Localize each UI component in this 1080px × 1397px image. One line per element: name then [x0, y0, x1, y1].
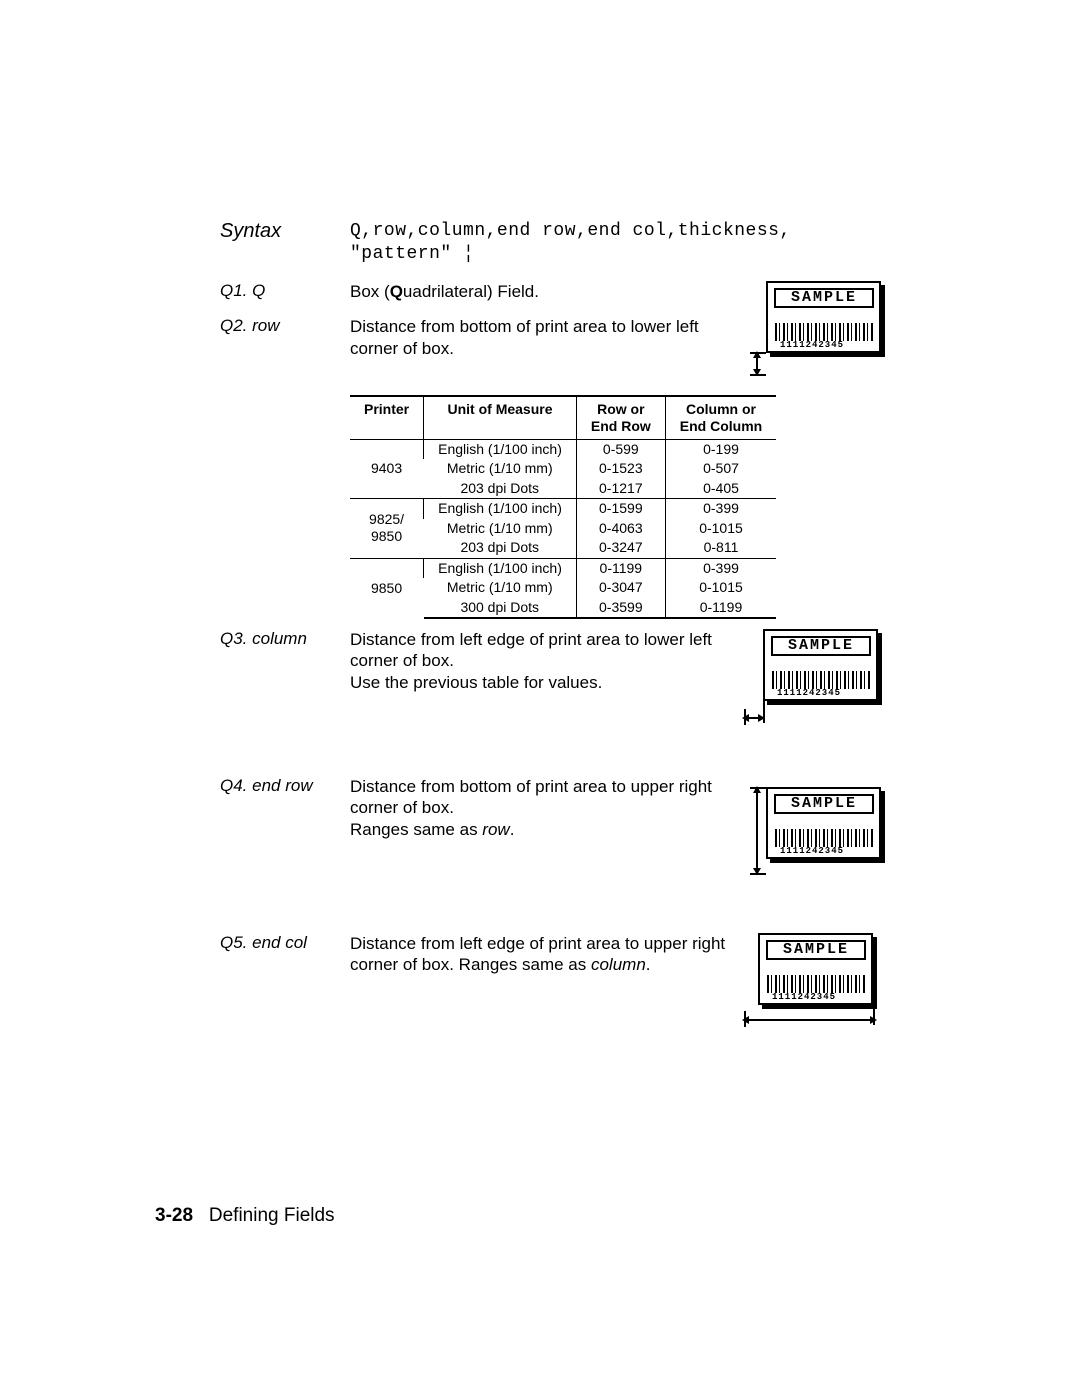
dim-line: [756, 787, 758, 873]
dim-origin: [744, 1011, 746, 1027]
table-cell: Metric (1/10 mm): [424, 459, 577, 479]
table-cell: 0-507: [665, 459, 776, 479]
sample-text: SAMPLE: [774, 288, 874, 308]
q1-q2-block: Q1. Q Box (Quadrilateral) Field. Q2. row…: [220, 281, 890, 381]
q3-line2: Use the previous table for values.: [350, 672, 730, 693]
table-cell: Metric (1/10 mm): [424, 578, 577, 598]
q1-post: uadrilateral) Field.: [403, 282, 539, 301]
footer-title: Defining Fields: [209, 1205, 335, 1226]
barcode-number: 1111242345: [780, 340, 844, 350]
barcode-icon: [772, 671, 872, 689]
q1-desc: Box (Quadrilateral) Field.: [350, 281, 730, 302]
table-header: Column orEnd Column: [665, 396, 776, 439]
table-cell: 0-399: [665, 499, 776, 519]
page-number: 3-28: [155, 1205, 193, 1226]
arrow-up-icon: [753, 786, 761, 793]
table-cell: 0-1015: [665, 519, 776, 539]
q3-label: Q3. column: [220, 629, 350, 649]
dim-baseline: [750, 873, 766, 875]
arrow-right-icon: [758, 714, 765, 722]
q4-label: Q4. end row: [220, 776, 350, 796]
table-cell: 0-811: [665, 538, 776, 558]
barcode-number: 1111242345: [780, 846, 844, 856]
sample-text: SAMPLE: [774, 794, 874, 814]
q4-line1: Distance from bottom of print area to up…: [350, 776, 730, 819]
table-cell: 0-199: [665, 439, 776, 459]
q2-desc: Distance from bottom of print area to lo…: [350, 316, 730, 359]
table-header: Unit of Measure: [424, 396, 577, 439]
diagram-q2: SAMPLE 1111242345: [750, 281, 890, 381]
arrow-right-icon: [870, 1016, 877, 1024]
table-cell: 0-1599: [576, 499, 665, 519]
q3-block: Q3. column Distance from left edge of pr…: [220, 629, 890, 742]
q1-bold: Q: [390, 282, 403, 301]
table-cell: 0-1015: [665, 578, 776, 598]
q5-desc: Distance from left edge of print area to…: [350, 933, 730, 976]
table-cell: 0-4063: [576, 519, 665, 539]
table-row: 9850English (1/100 inch)0-11990-399: [350, 558, 776, 578]
table-cell: 0-405: [665, 479, 776, 499]
barcode-icon: [775, 829, 875, 847]
q5-block: Q5. end col Distance from left edge of p…: [220, 933, 890, 1038]
q5-line1: Distance from left edge of print area to…: [350, 934, 725, 974]
page-footer: 3-28 Defining Fields: [155, 1205, 335, 1227]
printer-cell: 9850: [350, 558, 424, 618]
table-cell: 203 dpi Dots: [424, 479, 577, 499]
syntax-label: Syntax: [220, 220, 350, 243]
q4-desc: Distance from bottom of print area to up…: [350, 776, 730, 840]
printer-cell: 9825/9850: [350, 499, 424, 559]
table-cell: English (1/100 inch): [424, 499, 577, 519]
table-cell: Metric (1/10 mm): [424, 519, 577, 539]
table-cell: 0-1523: [576, 459, 665, 479]
table-row: 9825/9850English (1/100 inch)0-15990-399: [350, 499, 776, 519]
q3-desc: Distance from left edge of print area to…: [350, 629, 730, 693]
table-cell: 0-1199: [576, 558, 665, 578]
table-row: 9403English (1/100 inch)0-5990-199: [350, 439, 776, 459]
table-cell: 0-1199: [665, 598, 776, 619]
dim-baseline: [750, 374, 766, 376]
table-cell: 0-599: [576, 439, 665, 459]
table-header: Printer: [350, 396, 424, 439]
table-cell: 203 dpi Dots: [424, 538, 577, 558]
barcode-icon: [775, 323, 875, 341]
diagram-q3: SAMPLE 1111242345: [750, 629, 890, 742]
table-cell: 0-3599: [576, 598, 665, 619]
q2-label: Q2. row: [220, 316, 350, 336]
table-cell: 300 dpi Dots: [424, 598, 577, 619]
q1-pre: Box (: [350, 282, 390, 301]
q3-line1: Distance from left edge of print area to…: [350, 629, 730, 672]
syntax-line1: Q,row,column,end row,end col,thickness,: [350, 220, 890, 243]
diagram-q4: SAMPLE 1111242345: [750, 776, 890, 881]
arrow-up-icon: [753, 351, 761, 358]
q1-label: Q1. Q: [220, 281, 350, 301]
q4-block: Q4. end row Distance from bottom of prin…: [220, 776, 890, 881]
barcode-number: 1111242345: [772, 992, 836, 1002]
syntax-line2: "pattern" ¦: [350, 243, 890, 266]
table-header: Row orEnd Row: [576, 396, 665, 439]
printer-cell: 9403: [350, 439, 424, 499]
table-cell: 0-3047: [576, 578, 665, 598]
barcode-number: 1111242345: [777, 688, 841, 698]
sample-text: SAMPLE: [771, 636, 871, 656]
table-cell: English (1/100 inch): [424, 558, 577, 578]
barcode-icon: [767, 975, 867, 993]
table-cell: 0-1217: [576, 479, 665, 499]
q4-line2: Ranges same as row.: [350, 819, 730, 840]
table-cell: 0-3247: [576, 538, 665, 558]
sample-text: SAMPLE: [766, 940, 866, 960]
table-cell: English (1/100 inch): [424, 439, 577, 459]
syntax-code: Q,row,column,end row,end col,thickness, …: [350, 220, 890, 265]
syntax-row: Syntax Q,row,column,end row,end col,thic…: [220, 220, 890, 265]
ranges-table: PrinterUnit of MeasureRow orEnd RowColum…: [350, 395, 776, 619]
diagram-q5: SAMPLE 1111242345: [750, 933, 890, 1038]
dim-line: [744, 1019, 875, 1021]
dim-origin: [744, 709, 746, 725]
q5-label: Q5. end col: [220, 933, 350, 953]
table-cell: 0-399: [665, 558, 776, 578]
